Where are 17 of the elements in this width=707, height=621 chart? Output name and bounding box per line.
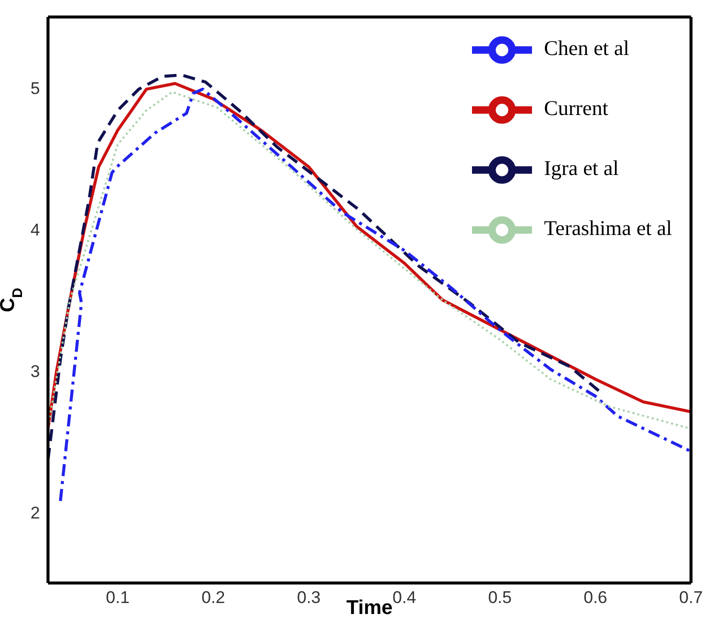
y-tick-label: 4 — [30, 220, 40, 240]
x-tick-label: 0.1 — [106, 588, 130, 608]
x-tick-label: 0.7 — [679, 588, 703, 608]
x-tick-label: 0.5 — [488, 588, 512, 608]
y-tick-label: 3 — [30, 362, 40, 381]
x-tick-label: 0.3 — [297, 588, 321, 608]
legend-label: Terashima et al — [544, 216, 672, 240]
legend-label: Chen et al — [544, 36, 630, 60]
line-series — [58, 88, 691, 502]
y-tick-label: 2 — [30, 503, 40, 522]
y-tick-label: 5 — [30, 78, 40, 98]
x-tick-label: 0.2 — [201, 588, 226, 608]
x-tick-label: 0.6 — [584, 588, 608, 608]
legend-label: Igra et al — [544, 156, 619, 180]
legend-label: Current — [544, 96, 608, 120]
x-tick-label: 0.4 — [392, 588, 416, 608]
x-axis-title: Time — [346, 597, 393, 619]
